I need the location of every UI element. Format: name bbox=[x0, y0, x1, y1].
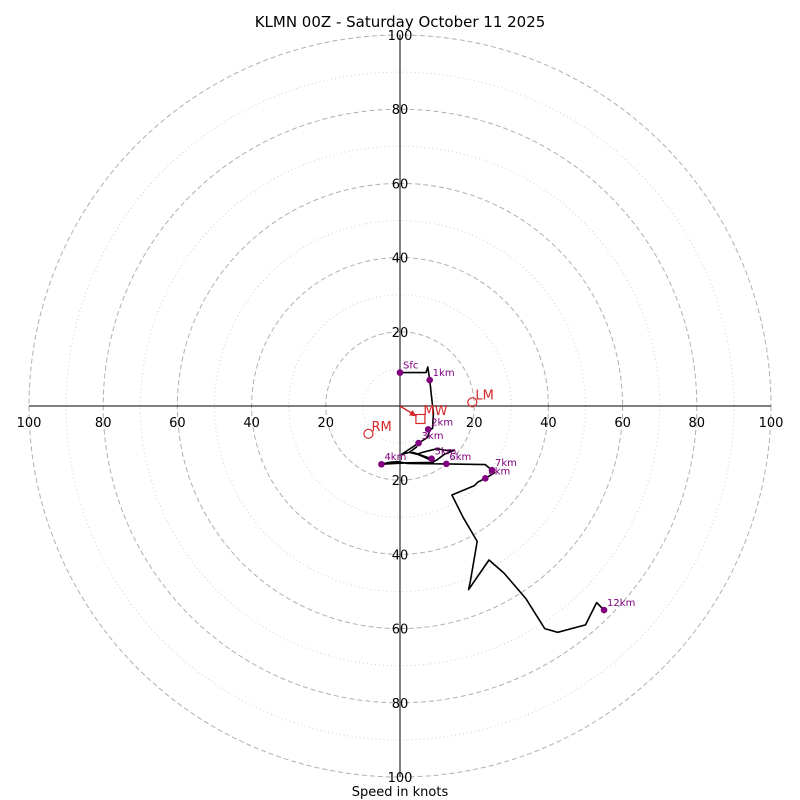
storm-vector-arrowhead bbox=[409, 410, 417, 417]
x-tick-label: 40 bbox=[243, 416, 260, 431]
height-marker-5km bbox=[428, 455, 435, 462]
height-label: 12km bbox=[607, 598, 635, 609]
y-tick-label: 40 bbox=[392, 548, 409, 563]
height-label: 4km bbox=[384, 452, 406, 463]
chart-title: KLMN 00Z - Saturday October 11 2025 bbox=[255, 13, 546, 31]
height-label: 2km bbox=[431, 417, 453, 428]
y-tick-label: 20 bbox=[392, 326, 409, 341]
height-label: 1km bbox=[433, 368, 455, 379]
height-marker-12km bbox=[600, 606, 608, 614]
height-marker-sfc bbox=[396, 369, 404, 376]
y-tick-label: 60 bbox=[392, 177, 409, 192]
height-marker-8km bbox=[482, 475, 489, 482]
y-tick-label: 60 bbox=[392, 623, 409, 638]
height-marker-6km bbox=[443, 460, 450, 468]
x-tick-label: 20 bbox=[466, 416, 483, 431]
y-tick-label: 80 bbox=[392, 103, 409, 118]
height-label: 3km bbox=[422, 431, 444, 442]
x-tick-label: 80 bbox=[689, 416, 706, 431]
storm-label: LM bbox=[475, 388, 493, 403]
x-tick-label: 40 bbox=[540, 416, 557, 431]
y-tick-label: 100 bbox=[388, 29, 413, 44]
height-label: 7km bbox=[495, 458, 517, 469]
x-tick-label: 80 bbox=[95, 416, 112, 431]
x-axis-label: Speed in knots bbox=[352, 785, 449, 800]
storm-marker-lm bbox=[467, 397, 478, 408]
height-label: 5km bbox=[435, 447, 457, 458]
storm-marker-rm bbox=[363, 428, 374, 439]
height-marker-3km bbox=[415, 439, 422, 447]
height-label: 6km bbox=[449, 452, 471, 463]
x-tick-label: 60 bbox=[614, 416, 631, 431]
y-tick-label: 20 bbox=[392, 474, 409, 489]
storm-label: MW bbox=[423, 404, 447, 419]
x-tick-label: 20 bbox=[318, 416, 335, 431]
y-tick-label: 100 bbox=[388, 771, 413, 786]
height-marker-1km bbox=[426, 376, 433, 384]
x-tick-label: 60 bbox=[169, 416, 186, 431]
y-tick-label: 40 bbox=[392, 252, 409, 267]
height-label: Sfc bbox=[403, 361, 418, 372]
height-label: 8km bbox=[488, 466, 510, 477]
height-marker-2km bbox=[424, 426, 432, 433]
y-tick-label: 80 bbox=[392, 697, 409, 712]
height-marker-4km bbox=[378, 460, 385, 468]
x-tick-label: 100 bbox=[759, 416, 784, 431]
x-tick-label: 100 bbox=[17, 416, 42, 431]
storm-motion-markers: LM RM MW bbox=[363, 388, 494, 439]
hodograph-line bbox=[380, 366, 605, 634]
storm-label: RM bbox=[371, 420, 391, 435]
height-marker-7km bbox=[488, 466, 496, 474]
hodograph-trace bbox=[380, 366, 605, 634]
mean-wind-marker bbox=[415, 413, 426, 425]
tick-labels: 100 80 60 40 20 20 40 60 80 100 100 80 60 40 20 20 40 60 8… bbox=[17, 29, 784, 786]
